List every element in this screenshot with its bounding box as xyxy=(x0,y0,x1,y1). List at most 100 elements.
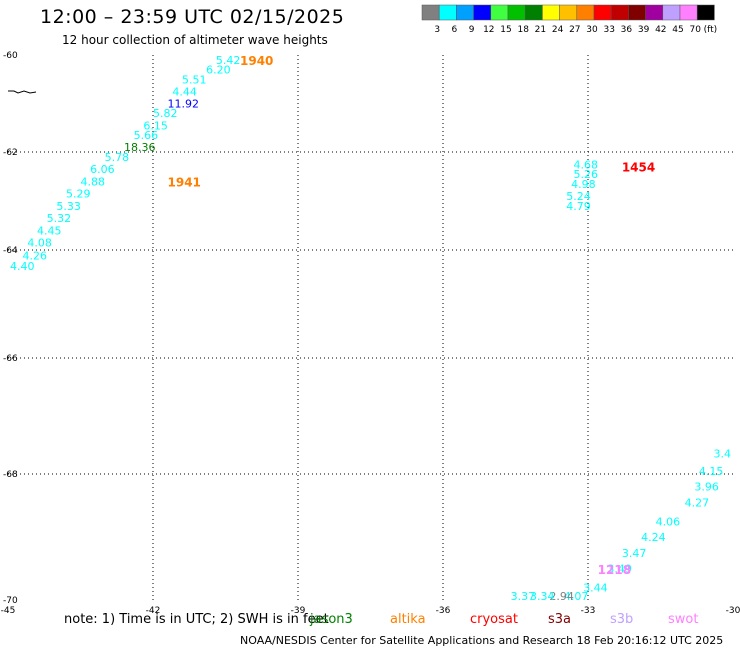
wave-height-label: 5.29 xyxy=(66,188,91,201)
wave-height-label: 4.45 xyxy=(37,224,62,237)
legend-label: 30 xyxy=(586,25,598,35)
legend-label: 12 xyxy=(483,25,494,35)
color-legend: 3 6 9 12 15 18 21 24 27 30 33 36 39 42 45 70 (ft) xyxy=(421,4,718,35)
wave-height-label: 6.15 xyxy=(143,119,168,132)
satellite-name: cryosat xyxy=(470,612,518,627)
legend-swatch xyxy=(593,4,612,21)
pass-time-label: 1941 xyxy=(168,175,201,189)
footer-note: note: 1) Time is in UTC; 2) SWH is in fe… xyxy=(64,612,329,627)
wave-height-label: 4.26 xyxy=(23,249,48,262)
wave-height-label: 4.06 xyxy=(656,515,681,528)
wave-height-label: 5.66 xyxy=(134,129,159,142)
legend-swatch xyxy=(421,4,440,21)
y-tick-label: -60 xyxy=(3,51,18,61)
y-tick-label: -64 xyxy=(3,246,18,256)
wave-height-label: 4.98 xyxy=(571,178,596,191)
wave-height-label: 4.24 xyxy=(641,531,666,544)
legend-label: 42 xyxy=(655,25,666,35)
wave-height-label: 4.08 xyxy=(27,237,52,250)
legend-swatch xyxy=(679,4,698,21)
footer-credit: NOAA/NESDIS Center for Satellite Applica… xyxy=(240,634,724,647)
legend-swatch xyxy=(507,4,526,21)
y-tick-label: -66 xyxy=(3,354,18,364)
wave-height-label: 4.88 xyxy=(81,175,106,188)
legend-label: 39 xyxy=(638,25,650,35)
legend-swatch xyxy=(559,4,578,21)
legend-swatch xyxy=(628,4,646,21)
satellite-name: s3b xyxy=(610,612,634,627)
wave-height-label: 3.96 xyxy=(694,481,719,494)
legend-label: 9 xyxy=(469,25,475,35)
satellite-name: altika xyxy=(390,612,426,627)
wave-height-label: 3.47 xyxy=(622,547,647,560)
x-tick-label: -42 xyxy=(146,606,161,616)
legend-swatch xyxy=(610,4,629,21)
legend-label: 24 xyxy=(552,25,564,35)
wave-height-label: 4.44 xyxy=(172,85,197,98)
wave-height-label: 5.33 xyxy=(56,200,80,213)
x-tick-label: -39 xyxy=(291,606,306,616)
wave-height-label: 5.51 xyxy=(182,73,207,86)
satellite-name: swot xyxy=(668,612,699,627)
wave-height-label: 4.79 xyxy=(566,200,591,213)
wave-height-label: 5.26 xyxy=(574,168,599,181)
pass-time-label: 1454 xyxy=(622,161,655,175)
legend-swatch xyxy=(696,4,715,21)
wave-height-label: 5.24 xyxy=(566,190,591,203)
wave-height-label: 11.92 xyxy=(168,98,200,111)
legend-label: 27 xyxy=(569,25,580,35)
x-tick-label: -45 xyxy=(1,606,16,616)
chart-title: 12:00 – 23:59 UTC 02/15/2025 xyxy=(40,6,345,28)
grid-lines xyxy=(8,55,733,600)
wave-height-label: 3.4 xyxy=(714,448,732,461)
legend-swatch xyxy=(438,4,457,21)
x-tick-label: -33 xyxy=(581,606,596,616)
legend-label: 36 xyxy=(621,25,633,35)
y-tick-label: -70 xyxy=(3,596,18,606)
legend-label: 21 xyxy=(535,25,546,35)
wave-height-label: 3.37 xyxy=(511,590,535,603)
wave-height-label: 3.34 xyxy=(530,590,555,603)
legend-label: 3 xyxy=(434,25,440,35)
pass-time-label: 1940 xyxy=(240,54,273,68)
wave-height-label: 5.82 xyxy=(153,107,178,120)
legend-label: 45 xyxy=(672,25,683,35)
wave-height-label: 4.27 xyxy=(685,496,710,509)
wave-height-label: 5.32 xyxy=(47,212,72,225)
legend-swatch xyxy=(473,4,492,21)
wave-height-label: 18.36 xyxy=(124,141,156,154)
legend-swatch xyxy=(576,4,595,21)
legend-swatch xyxy=(524,4,543,21)
chart-subtitle: 12 hour collection of altimeter wave hei… xyxy=(62,33,328,47)
x-tick-label: -36 xyxy=(436,606,451,616)
legend-label: 6 xyxy=(452,25,458,35)
legend-swatch xyxy=(542,4,560,21)
legend-label: 15 xyxy=(500,25,511,35)
satellite-name: s3a xyxy=(548,612,572,627)
legend-swatch xyxy=(645,4,664,21)
legend-swatch xyxy=(662,4,681,21)
y-tick-label: -68 xyxy=(3,470,18,480)
legend-swatch xyxy=(456,4,474,21)
wave-height-label: 6.06 xyxy=(90,163,115,176)
legend-label: 33 xyxy=(603,25,614,35)
wave-height-label: 4.40 xyxy=(10,260,35,273)
wave-height-label: 2.94 xyxy=(549,590,574,603)
legend-unit: (ft) xyxy=(704,25,718,35)
wave-height-label: 3.49 xyxy=(607,563,632,576)
tick-labels: -45 -42 -39 -36 -33 -30 -60 -62 -64 -66 -68 -70 xyxy=(1,51,740,616)
wave-height-label: 4.07 xyxy=(564,590,589,603)
pass-time-labels: 1940 1941 1454 1218 xyxy=(168,54,656,577)
y-tick-label: -62 xyxy=(3,148,18,158)
x-tick-label: -30 xyxy=(726,606,740,616)
satellite-name: jason3 xyxy=(310,612,353,627)
legend-swatch xyxy=(490,4,509,21)
pass-time-label: 1218 xyxy=(598,563,631,577)
legend-label: 70 xyxy=(689,25,701,35)
wave-height-label: 6.20 xyxy=(206,64,231,77)
legend-label: 18 xyxy=(517,25,529,35)
coastline-fragment xyxy=(8,90,37,94)
wave-height-label: 5.42 xyxy=(216,54,241,67)
